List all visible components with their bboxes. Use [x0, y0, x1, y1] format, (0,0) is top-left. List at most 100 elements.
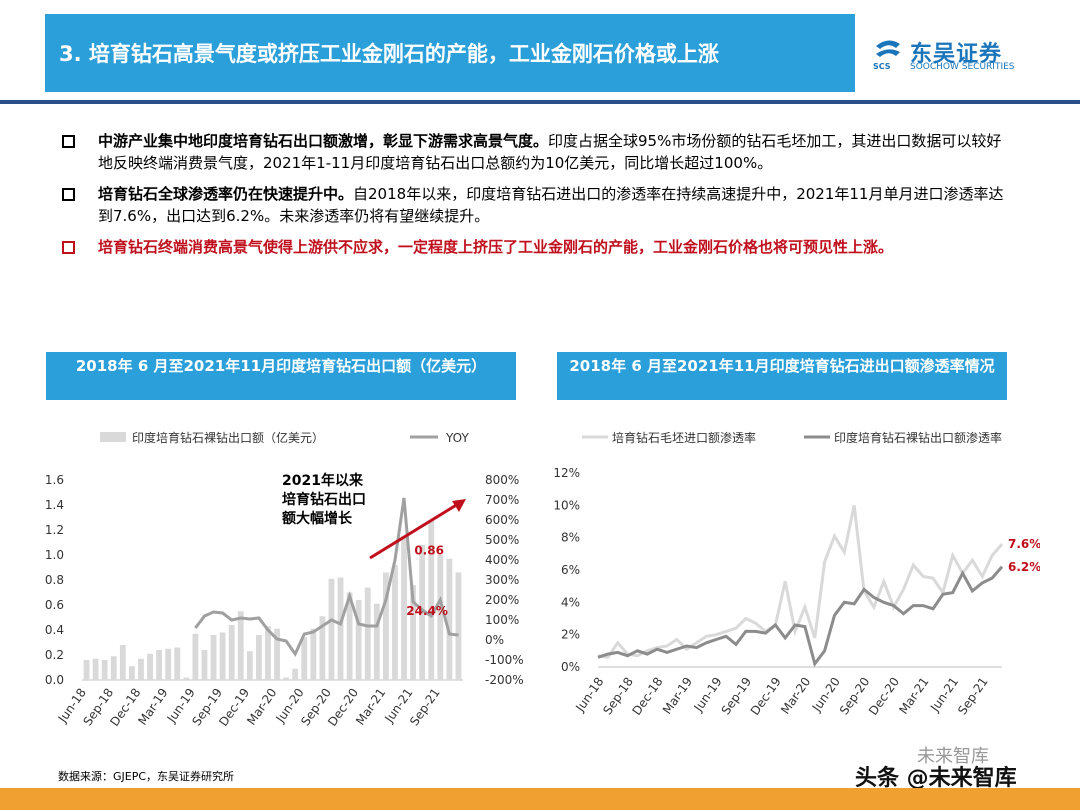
chart1-left-tick: 0.0	[45, 673, 64, 687]
chart1-legend-bar-label: 印度培育钻石裸钻出口额（亿美元）	[132, 430, 324, 445]
chart1-bar	[128, 666, 135, 680]
chart1-bar	[237, 611, 244, 680]
annotation-line-2: 培育钻石出口	[282, 491, 366, 508]
chart1-right-tick: 800%	[485, 473, 519, 487]
chart1-bar	[255, 635, 262, 680]
data-source-note: 数据来源：GJEPC，东吴证券研究所	[58, 770, 235, 783]
chart1-right-tick: -200%	[485, 673, 524, 687]
checkbox-bullet-icon	[62, 241, 75, 254]
chart1-bar	[419, 545, 426, 680]
chart1-right-tick: 300%	[485, 573, 519, 587]
chart1-bar	[337, 577, 344, 680]
chart1-bar	[382, 572, 389, 680]
trend-arrow	[369, 502, 459, 560]
chart2-x-tick: Mar-20	[778, 675, 813, 717]
chart1-bar	[174, 647, 181, 680]
chart1-bar	[101, 660, 108, 680]
chart2-y-tick: 4%	[561, 595, 580, 609]
chart1-right-tick: 700%	[485, 493, 519, 507]
chart1-bar	[265, 626, 271, 680]
chart2-y-tick: 2%	[561, 628, 580, 642]
chart1-bar	[201, 650, 208, 680]
chart2-x-tick: Mar-21	[896, 675, 931, 717]
chart2-label-import: 7.6%	[1008, 537, 1040, 551]
chart1-bar	[119, 645, 126, 680]
bullet-item-2: 培育钻石全球渗透率仍在快速提升中。自2018年以来，印度培育钻石进出口的渗透率在…	[62, 183, 1012, 227]
header-banner: 3. 培育钻石高景气度或挤压工业金刚石的产能，工业金刚石价格或上涨	[45, 14, 855, 92]
chart1-label-last-bar: 0.86	[414, 544, 444, 558]
chart1-bar	[83, 660, 90, 680]
chart1-right-tick: 100%	[485, 613, 519, 627]
logo-text-en: SOOCHOW SECURITIES	[910, 62, 1015, 72]
chart1-bar	[165, 648, 172, 680]
chart1-bar	[446, 558, 453, 680]
chart1-bar	[219, 632, 226, 680]
chart2-legend-export-label: 印度培育钻石裸钻出口额渗透率	[834, 430, 1002, 445]
chart1-left-tick: 0.2	[45, 648, 64, 662]
chart1-bar	[183, 677, 190, 680]
chart1-bar	[110, 656, 117, 680]
bullet-item-1: 中游产业集中地印度培育钻石出口额激增，彰显下游需求高景气度。印度占据全球95%市…	[62, 130, 1012, 174]
chart1-left-tick: 1.2	[45, 523, 64, 537]
chart2-y-tick: 8%	[561, 531, 580, 545]
chart2-y-tick: 6%	[561, 563, 580, 577]
page-title: 3. 培育钻石高景气度或挤压工业金刚石的产能，工业金刚石价格或上涨	[59, 42, 719, 66]
chart2-label-export: 6.2%	[1008, 560, 1040, 574]
chart1-bar	[274, 628, 280, 680]
company-logo: 东吴证券 SCS SOOCHOW SECURITIES	[872, 34, 1032, 78]
chart1-right-tick: 200%	[485, 593, 519, 607]
chart1-bar	[283, 677, 290, 680]
chart1-title: 2018年 6 月至2021年11月印度培育钻石出口额（亿美元）	[46, 352, 516, 400]
chart1-right-tick: 600%	[485, 513, 519, 527]
chart2-y-tick: 12%	[553, 466, 580, 480]
chart1-bar	[92, 658, 99, 680]
bullet-2-text: 自2018年以来，印度培育钻石进出口的渗透率在持续高速提升中，2021年11月单…	[98, 185, 1004, 225]
chart1-bar	[228, 625, 235, 680]
trend-arrowhead-icon	[452, 499, 466, 512]
chart2-y-tick: 0%	[561, 660, 580, 674]
annotation-line-1: 2021年以来	[282, 472, 364, 489]
chart1-bar	[292, 668, 299, 680]
chart2-legend-import-label: 培育钻石毛坯进口额渗透率	[612, 430, 756, 445]
chart1-right-tick: 400%	[485, 553, 519, 567]
chart2-export-line	[597, 565, 1004, 668]
chart1-bar	[138, 658, 144, 680]
chart1-left-tick: 0.6	[45, 598, 64, 612]
logo-icon	[876, 40, 900, 57]
logo-abbr: SCS	[873, 62, 891, 71]
chart1-bar	[319, 616, 326, 680]
chart1-bar	[310, 628, 317, 680]
annotation-line-3: 额大幅增长	[282, 510, 353, 527]
chart1-bar	[355, 600, 362, 680]
chart1-bar	[392, 565, 398, 680]
chart1-right-tick: -100%	[485, 653, 524, 667]
chart2-import-line	[597, 504, 1004, 659]
chart1-left-tick: 0.8	[45, 573, 64, 587]
chart1-bar	[147, 653, 153, 680]
bullet-1-bold: 中游产业集中地印度培育钻石出口额激增，彰显下游需求高景气度。	[98, 132, 549, 150]
logo-text-cn: 东吴证券	[910, 42, 1003, 67]
chart1-bar	[428, 520, 435, 680]
chart2-penetration-rate: 培育钻石毛坯进口额渗透率 印度培育钻石裸钻出口额渗透率 0% 2% 4% 6% 8% 10…	[553, 430, 1040, 718]
header-divider	[0, 100, 1080, 104]
chart1-bar	[328, 578, 335, 680]
bullet-3-bold: 培育钻石终端消费高景气使得上游供不应求，一定程度上挤压了工业金刚石的产能，工业金…	[98, 238, 894, 256]
watermark-faint: 未来智库	[917, 746, 989, 767]
chart2-title: 2018年 6 月至2021年11月印度培育钻石进出口额渗透率情况	[557, 352, 1007, 400]
chart1-left-tick: 1.4	[45, 498, 64, 512]
chart1-export-value: 印度培育钻石裸钻出口额（亿美元） YOY 0.0 0.2 0.4 0.6 0.8 1.0 1…	[45, 430, 524, 729]
chart1-bar	[437, 555, 444, 680]
chart1-bar	[210, 635, 217, 680]
chart1-bar	[455, 572, 462, 680]
chart1-label-last-yoy: 24.4%	[406, 604, 448, 618]
chart1-right-tick: 0%	[485, 633, 504, 647]
chart1-bar	[401, 536, 407, 680]
chart1-left-tick: 1.0	[45, 548, 64, 562]
chart2-x-tick: Dec-19	[748, 675, 784, 718]
footer-bar	[0, 788, 1080, 810]
chart1-left-tick: 0.4	[45, 623, 64, 637]
chart1-left-tick: 1.6	[45, 473, 64, 487]
chart2-x-tick: Dec-20	[866, 675, 902, 718]
chart1-right-tick: 500%	[485, 533, 519, 547]
chart2-x-tick: Mar-19	[660, 675, 695, 717]
